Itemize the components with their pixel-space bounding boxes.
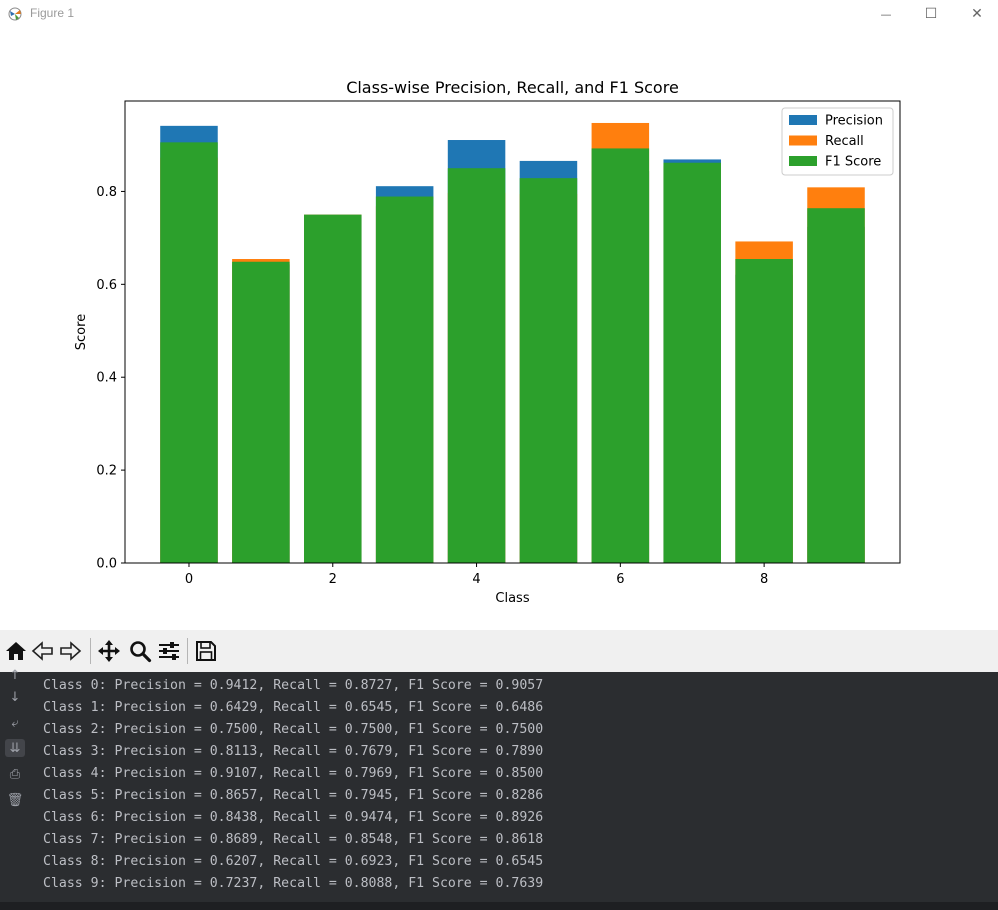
navigation-toolbar <box>0 630 998 673</box>
configure-subplots-button[interactable] <box>157 639 181 663</box>
legend-label: Precision <box>825 114 883 129</box>
home-icon <box>6 642 26 660</box>
legend-label: Recall <box>825 134 864 149</box>
bar-f1-score-class-1 <box>232 261 290 563</box>
console-line: Class 5: Precision = 0.8657, Recall = 0.… <box>43 788 544 803</box>
console-line: Class 0: Precision = 0.9412, Recall = 0.… <box>43 678 544 693</box>
bar-f1-score-class-3 <box>375 196 434 563</box>
y-tick-label: 0.8 <box>96 185 117 200</box>
x-tick-label: 0 <box>185 572 193 587</box>
save-icon <box>196 641 216 661</box>
y-tick-label: 0.4 <box>96 371 117 386</box>
window-titlebar: Figure 1 — ☐ ✕ <box>0 0 998 28</box>
x-tick-label: 6 <box>616 572 624 587</box>
bar-f1-score-class-7 <box>663 162 721 563</box>
x-tick-label: 4 <box>472 572 480 587</box>
console-line: Class 4: Precision = 0.9107, Recall = 0.… <box>43 766 544 781</box>
legend-label: F1 Score <box>825 155 881 170</box>
configure-subplots-icon <box>159 642 179 660</box>
scroll-to-end-icon[interactable]: ⇊ <box>5 739 25 757</box>
print-icon[interactable]: ⎙ <box>9 766 21 782</box>
pan-button[interactable] <box>97 639 121 663</box>
bar-f1-score-class-0 <box>160 142 218 563</box>
console-line: Class 7: Precision = 0.8689, Recall = 0.… <box>43 832 544 847</box>
y-tick-label: 0.6 <box>96 278 117 293</box>
toolbar-separator <box>187 638 188 664</box>
console-line: Class 3: Precision = 0.8113, Recall = 0.… <box>43 744 544 759</box>
console-line: Class 8: Precision = 0.6207, Recall = 0.… <box>43 854 544 869</box>
legend-swatch <box>789 156 817 166</box>
legend-swatch <box>789 135 817 146</box>
y-tick-label: 0.2 <box>96 464 117 479</box>
console-line: Class 6: Precision = 0.8438, Recall = 0.… <box>43 810 544 825</box>
chart-title: Class-wise Precision, Recall, and F1 Sco… <box>346 78 679 97</box>
scroll-up-icon[interactable]: ↑ <box>9 667 21 683</box>
console-line: Class 2: Precision = 0.7500, Recall = 0.… <box>43 722 544 737</box>
scroll-down-icon[interactable]: ↓ <box>9 689 21 705</box>
x-tick-label: 8 <box>760 572 768 587</box>
console-line: Class 1: Precision = 0.6429, Recall = 0.… <box>43 700 544 715</box>
maximize-icon: ☐ <box>924 6 938 22</box>
pan-icon <box>98 640 120 662</box>
forward-button[interactable] <box>58 639 82 663</box>
console-output: Class 0: Precision = 0.9412, Recall = 0.… <box>43 675 543 895</box>
forward-icon <box>60 641 82 661</box>
figure-canvas[interactable]: 0 2 4 6 8 0.0 0.2 0.4 0.6 0.8 Class-wise Precision… <box>0 28 998 630</box>
x-tick-label: 2 <box>329 572 337 587</box>
bar-chart: 0 2 4 6 8 0.0 0.2 0.4 0.6 0.8 Class-wise Precision… <box>74 78 901 606</box>
close-button[interactable]: ✕ <box>962 4 992 24</box>
legend-swatch <box>789 115 817 125</box>
back-button[interactable] <box>31 639 55 663</box>
home-button[interactable] <box>4 639 28 663</box>
bar-f1-score-class-8 <box>735 259 793 563</box>
console-bottom-bar <box>0 902 998 910</box>
y-axis-label: Score <box>74 314 89 350</box>
clear-all-icon[interactable]: 🗑 <box>6 792 24 808</box>
minimize-icon: — <box>880 7 892 21</box>
bar-f1-score-class-6 <box>591 148 650 563</box>
window-title: Figure 1 <box>30 6 75 20</box>
x-axis-label: Class <box>495 591 529 606</box>
back-icon <box>31 641 53 661</box>
bar-f1-score-class-4 <box>447 168 506 564</box>
bar-f1-score-class-5 <box>519 178 578 563</box>
console-gutter: ↑ ↓ ⤶ ⇊ ⎙ 🗑 <box>0 668 30 910</box>
toolbar-separator <box>90 638 91 664</box>
save-button[interactable] <box>194 639 218 663</box>
run-console: ↑ ↓ ⤶ ⇊ ⎙ 🗑 Class 0: Precision = 0.9412,… <box>0 668 998 910</box>
close-icon: ✕ <box>971 6 983 22</box>
zoom-button[interactable] <box>128 639 152 663</box>
minimize-button[interactable]: — <box>871 4 901 24</box>
bar-f1-score-class-2 <box>304 214 362 564</box>
bar-f1-score-class-9 <box>807 208 865 563</box>
maximize-button[interactable]: ☐ <box>916 4 946 24</box>
zoom-icon <box>130 641 152 663</box>
console-line: Class 9: Precision = 0.7237, Recall = 0.… <box>43 876 544 891</box>
axes-frame <box>124 100 901 564</box>
y-tick-label: 0.0 <box>96 557 117 572</box>
matplotlib-app-icon <box>7 6 23 22</box>
soft-wrap-icon[interactable]: ⤶ <box>11 715 19 731</box>
